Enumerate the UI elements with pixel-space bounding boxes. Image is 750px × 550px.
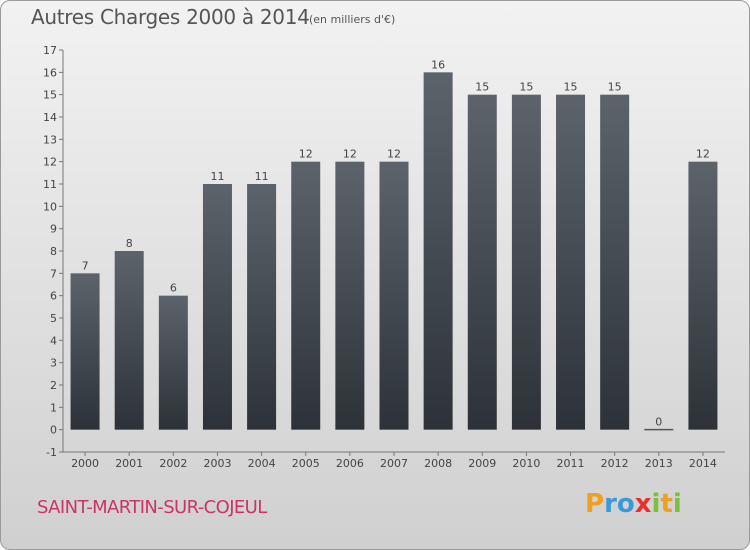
- data-label: 8: [126, 237, 133, 250]
- x-tick-label: 2011: [557, 457, 585, 470]
- y-tick-label: 8: [50, 245, 57, 258]
- bar: [423, 72, 453, 430]
- x-tick-label: 2009: [468, 457, 496, 470]
- data-label: 6: [170, 282, 177, 295]
- x-tick-label: 2001: [115, 457, 143, 470]
- x-tick-label: 2007: [380, 457, 408, 470]
- x-tick-label: 2012: [601, 457, 629, 470]
- bar: [247, 184, 277, 430]
- y-tick-label: 6: [50, 290, 57, 303]
- data-label: 15: [475, 81, 489, 94]
- logo-letter: o: [616, 489, 635, 519]
- data-label: 11: [210, 170, 224, 183]
- data-label: 0: [655, 416, 662, 429]
- y-tick-label: -1: [46, 446, 57, 459]
- x-tick-label: 2013: [645, 457, 673, 470]
- logo-letter: P: [585, 489, 605, 519]
- data-label: 12: [387, 148, 401, 161]
- bar: [600, 94, 630, 430]
- bar: [291, 161, 321, 430]
- y-tick-label: 10: [43, 200, 57, 213]
- x-tick-label: 2000: [71, 457, 99, 470]
- proxiti-logo: Proxiti: [585, 489, 682, 519]
- data-label: 15: [564, 81, 578, 94]
- x-tick-label: 2003: [203, 457, 231, 470]
- y-tick-label: 3: [50, 357, 57, 370]
- x-tick-label: 2010: [512, 457, 540, 470]
- data-label: 16: [431, 58, 445, 71]
- data-label: 12: [696, 148, 710, 161]
- data-label: 15: [519, 81, 533, 94]
- y-tick-label: 17: [43, 44, 57, 57]
- y-tick-label: 13: [43, 133, 57, 146]
- bar: [202, 184, 232, 430]
- y-tick-label: 11: [43, 178, 57, 191]
- y-tick-label: 9: [50, 223, 57, 236]
- x-tick-label: 2005: [292, 457, 320, 470]
- logo-letter: i: [672, 489, 682, 519]
- chart-title: Autres Charges 2000 à 2014: [31, 5, 310, 29]
- logo-letter: r: [604, 489, 617, 519]
- logo-letter: t: [660, 489, 673, 519]
- bar: [70, 273, 100, 430]
- x-tick-label: 2006: [336, 457, 364, 470]
- x-tick-label: 2008: [424, 457, 452, 470]
- y-tick-label: 4: [50, 334, 57, 347]
- bar: [556, 94, 586, 430]
- data-label: 15: [608, 81, 622, 94]
- y-tick-label: 2: [50, 379, 57, 392]
- bar: [335, 161, 365, 430]
- y-tick-label: 12: [43, 156, 57, 169]
- commune-name: SAINT-MARTIN-SUR-COJEUL: [37, 497, 267, 518]
- y-tick-label: 1: [50, 401, 57, 414]
- y-tick-label: 14: [43, 111, 57, 124]
- bar: [467, 94, 497, 430]
- logo-letter: i: [651, 489, 661, 519]
- chart-subtitle: (en milliers d'€): [309, 13, 396, 26]
- y-tick-label: 0: [50, 424, 57, 437]
- y-tick-label: 7: [50, 267, 57, 280]
- y-tick-label: 16: [43, 66, 57, 79]
- bar: [688, 161, 718, 430]
- y-tick-label: 5: [50, 312, 57, 325]
- x-tick-label: 2014: [689, 457, 717, 470]
- y-tick-label: 15: [43, 89, 57, 102]
- data-label: 7: [82, 259, 89, 272]
- bar: [511, 94, 541, 430]
- data-label: 12: [299, 148, 313, 161]
- x-tick-label: 2004: [248, 457, 276, 470]
- bar: [379, 161, 409, 430]
- logo-letter: x: [634, 489, 652, 519]
- x-tick-label: 2002: [159, 457, 187, 470]
- data-label: 11: [255, 170, 269, 183]
- data-label: 12: [343, 148, 357, 161]
- bar: [158, 295, 188, 430]
- bar: [114, 251, 144, 430]
